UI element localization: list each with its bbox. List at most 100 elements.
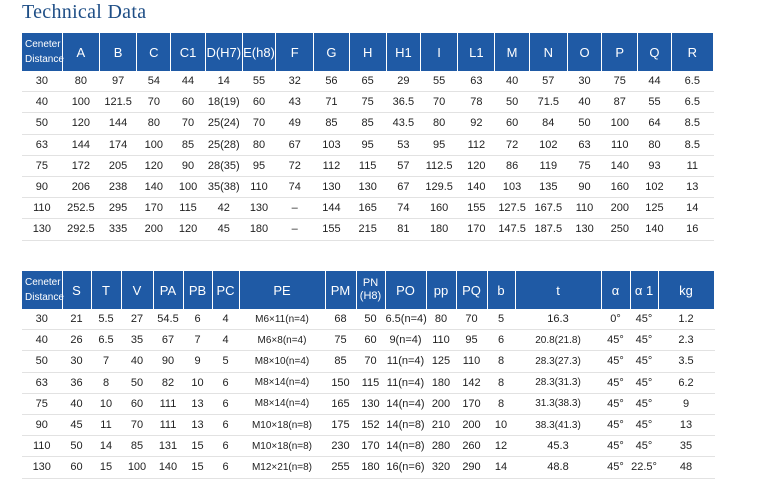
table-cell: 4	[212, 329, 240, 352]
table-cell: 57	[529, 71, 568, 93]
table-cell: 30	[567, 71, 603, 93]
table-cell: 120	[170, 218, 206, 241]
table-cell: 131	[153, 435, 184, 458]
table-cell: 127.5	[494, 197, 530, 220]
table-cell: 74	[386, 197, 422, 220]
table-cell: 180	[356, 456, 386, 479]
table-cell: 110	[22, 435, 63, 458]
table-cell: 10	[91, 393, 122, 415]
table-cell: 13	[183, 393, 213, 415]
column-header: V	[121, 271, 154, 309]
table-cell: 30	[22, 71, 63, 93]
table-cell: 90	[153, 350, 184, 373]
table-cell: 160	[601, 176, 639, 199]
table-cell: 180	[242, 218, 277, 241]
table-cell: 48.8	[515, 456, 602, 479]
table-cell: 70	[242, 112, 277, 135]
table-cell: 174	[99, 134, 138, 156]
table-cell: 22.5°	[630, 456, 659, 479]
table-cell: 11(n=4)	[385, 350, 427, 373]
table-cell: 8.5	[671, 112, 715, 135]
table-cell: 295	[99, 197, 138, 220]
table-cell: 130	[349, 176, 387, 199]
table-cell: M12×21(n=8)	[239, 456, 326, 479]
table-cell: 130	[22, 218, 63, 241]
table-cell: 6	[212, 435, 240, 458]
table-cell: 4	[212, 309, 240, 331]
column-header: O	[567, 33, 603, 71]
table-row: 130 60 15 100 140 15 6 M12×21(n=8) 255 180 16(n=6)…	[22, 456, 715, 479]
table-cell: 95	[456, 329, 488, 352]
table-cell: 70	[356, 350, 386, 373]
table-cell: 6	[212, 456, 240, 479]
table-cell: 72	[275, 155, 315, 177]
table-header-row: Ceneter Distance A B C C1 D(H7) E(h8) F G H H1 I L1 M N…	[22, 33, 715, 71]
table-cell: 36	[62, 372, 92, 394]
table-cell: 111	[153, 414, 184, 437]
table-cell: 42	[205, 197, 243, 220]
table-cell: M6×8(n=4)	[239, 329, 326, 352]
table-cell: 50	[62, 435, 92, 458]
table-cell: 45°	[601, 393, 631, 415]
table-cell: 167.5	[529, 197, 568, 220]
table-cell: 9(n=4)	[385, 329, 427, 352]
table-cell: 55	[637, 91, 672, 114]
table-cell: 8.5	[671, 134, 715, 156]
column-header: PN (H8)	[356, 271, 386, 309]
column-header: F	[275, 33, 315, 71]
table-cell: 45	[62, 414, 92, 437]
table-cell: 200	[426, 393, 457, 415]
table-cell: 70	[420, 91, 459, 114]
table-cell: 38.3(41.3)	[515, 414, 602, 437]
table-cell: 320	[426, 456, 457, 479]
table-cell: M8×10(n=4)	[239, 350, 326, 373]
table-cell: 57	[386, 155, 422, 177]
table-cell: M10×18(n=8)	[239, 414, 326, 437]
table-cell: 45°	[601, 456, 631, 479]
table-cell: 6	[487, 329, 516, 352]
table-cell: 93	[637, 155, 672, 177]
table-cell: 14	[671, 197, 715, 220]
table-cell: 11	[671, 155, 715, 177]
table-cell: 30	[62, 350, 92, 373]
table-cell: 40	[22, 91, 63, 114]
table-cell: 292.5	[62, 218, 100, 241]
table-cell: 102	[637, 176, 672, 199]
table-cell: 110	[426, 329, 457, 352]
table-cell: 6	[212, 393, 240, 415]
table-cell: 100	[136, 134, 172, 156]
table-cell: 63	[567, 134, 603, 156]
table-cell: 144	[99, 112, 138, 135]
table-cell: 85	[121, 435, 154, 458]
table-cell: 21	[62, 309, 92, 331]
table-cell: 7	[183, 329, 213, 352]
table-cell: 45°	[601, 435, 631, 458]
table-cell: 120	[457, 155, 496, 177]
table-cell: 14	[205, 71, 243, 93]
table-cell: 205	[99, 155, 138, 177]
column-header: L1	[457, 33, 496, 71]
table-cell: 175	[325, 414, 357, 437]
table-cell: 80	[242, 134, 277, 156]
table-cell: 150	[325, 372, 357, 394]
table-cell: 15	[183, 435, 213, 458]
table-cell: 35	[121, 329, 154, 352]
table-cell: 72	[494, 134, 530, 156]
table-cell: 140	[136, 176, 172, 199]
table-cell: 144	[313, 197, 350, 220]
table-cell: 172	[62, 155, 100, 177]
table-cell: 129.5	[420, 176, 459, 199]
table-cell: 0°	[601, 309, 631, 331]
table-cell: 115	[349, 155, 387, 177]
table-cell: 6	[183, 309, 213, 331]
table-row: 40 100 121.5 70 60 18(19) 60 43 71 75 36.5 70 78 50 71…	[22, 91, 715, 114]
table-cell: 45°	[630, 372, 659, 394]
table-cell: 43	[275, 91, 315, 114]
table-cell: 10	[183, 372, 213, 394]
column-header: α 1	[630, 271, 659, 309]
column-header: PA	[153, 271, 184, 309]
table-cell: 103	[494, 176, 530, 199]
table-cell: 40	[121, 350, 154, 373]
table-cell: 165	[325, 393, 357, 415]
table-cell: 90	[170, 155, 206, 177]
